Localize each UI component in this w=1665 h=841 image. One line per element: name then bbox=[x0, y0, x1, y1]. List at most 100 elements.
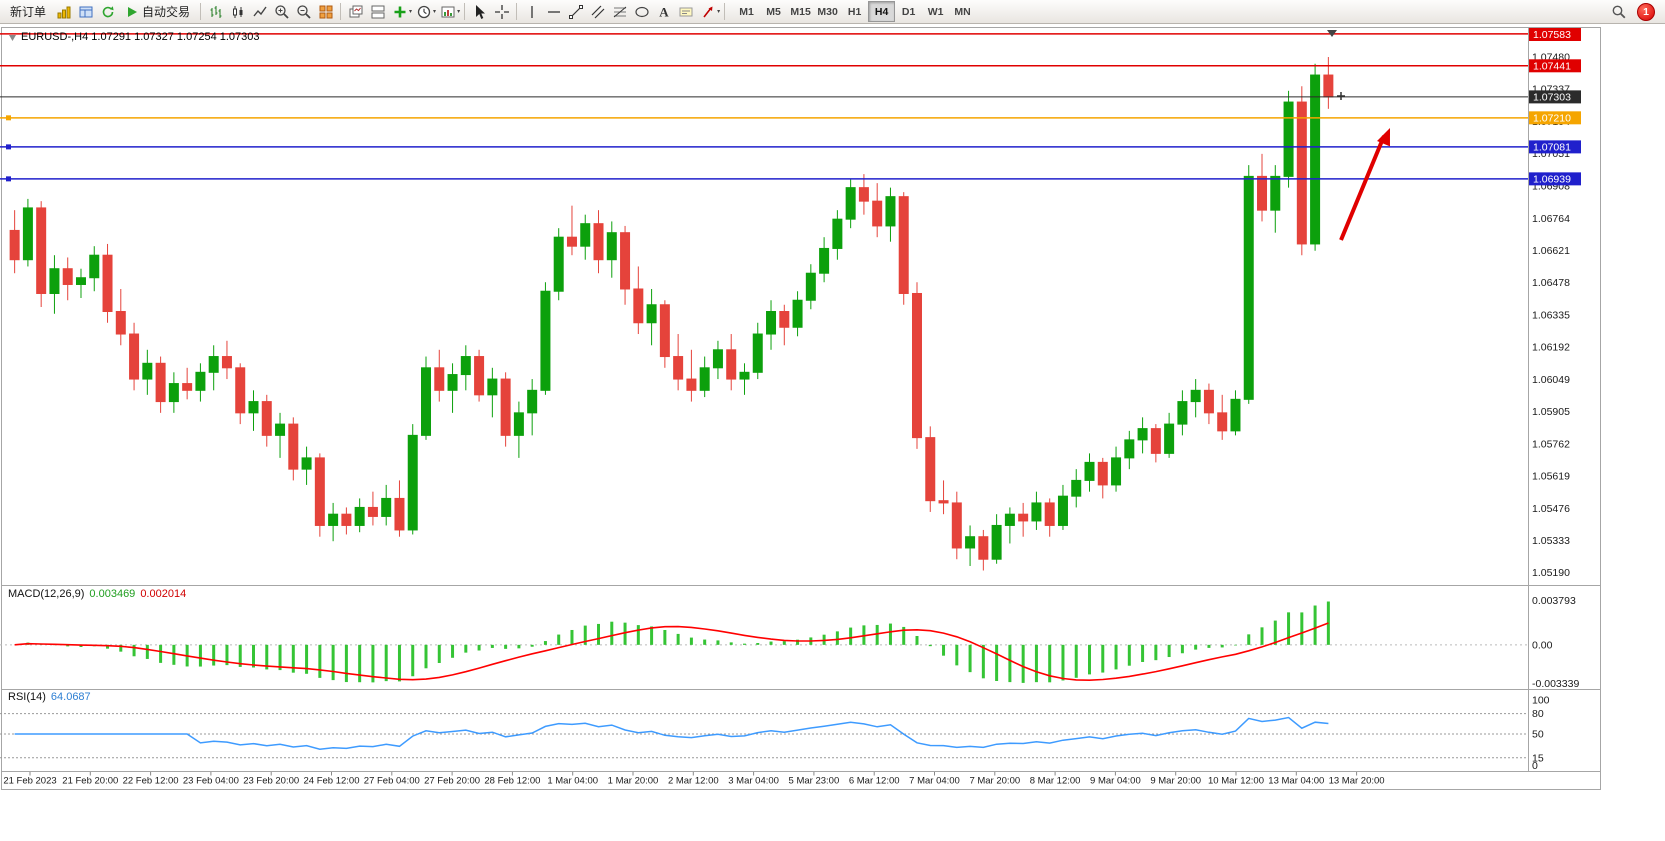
candle-body bbox=[1005, 514, 1014, 525]
candle-body bbox=[780, 312, 789, 328]
candle-body bbox=[767, 312, 776, 335]
text-icon[interactable]: A bbox=[653, 2, 674, 22]
cursor-icon[interactable] bbox=[469, 2, 490, 22]
line-chart-icon[interactable] bbox=[249, 2, 270, 22]
toolbar-separator bbox=[516, 3, 517, 20]
timeframe-button-M5[interactable]: M5 bbox=[760, 1, 787, 22]
candle-body bbox=[607, 233, 616, 260]
timeframe-button-MN[interactable]: MN bbox=[949, 1, 976, 22]
candle-body bbox=[501, 379, 510, 435]
timeframe-button-M15[interactable]: M15 bbox=[787, 1, 814, 22]
shapes-icon[interactable] bbox=[631, 2, 652, 22]
zoom-out-icon[interactable] bbox=[293, 2, 314, 22]
bar-chart-icon[interactable] bbox=[205, 2, 226, 22]
candle-body bbox=[1085, 462, 1094, 480]
arrows-dropdown-icon[interactable]: ▾ bbox=[717, 8, 720, 15]
candlestick-chart-icon[interactable] bbox=[227, 2, 248, 22]
trendline-icon[interactable] bbox=[565, 2, 586, 22]
rsi-axis-label: 80 bbox=[1532, 708, 1544, 720]
candle-body bbox=[63, 269, 72, 285]
candle-body bbox=[833, 219, 842, 248]
channel-icon[interactable] bbox=[587, 2, 608, 22]
price-line-handle[interactable] bbox=[6, 144, 11, 149]
auto-trading-button[interactable]: 自动交易 bbox=[119, 2, 196, 22]
candle-body bbox=[1284, 102, 1293, 176]
candle-body bbox=[475, 357, 484, 395]
candle-body bbox=[912, 293, 921, 437]
text-label-icon[interactable] bbox=[675, 2, 696, 22]
candle-body bbox=[329, 514, 338, 525]
time-axis-label: 7 Mar 04:00 bbox=[909, 776, 960, 787]
time-axis-label: 3 Mar 04:00 bbox=[728, 776, 779, 787]
new-chart-icon[interactable] bbox=[53, 2, 74, 22]
candle-body bbox=[196, 372, 205, 390]
timeframe-button-H4[interactable]: H4 bbox=[868, 1, 895, 22]
one-click-trading-icon[interactable] bbox=[8, 33, 17, 42]
indicators-dropdown-icon[interactable]: ▾ bbox=[409, 8, 412, 15]
time-axis-label: 13 Mar 20:00 bbox=[1329, 776, 1385, 787]
time-axis-label: 22 Feb 12:00 bbox=[123, 776, 179, 787]
candle-body bbox=[169, 384, 178, 402]
horizontal-line-icon[interactable] bbox=[543, 2, 564, 22]
templates-dropdown-icon[interactable]: ▾ bbox=[457, 8, 460, 15]
candle-body bbox=[23, 208, 32, 260]
tile-windows-icon[interactable] bbox=[315, 2, 336, 22]
candle-body bbox=[408, 435, 417, 530]
rsi-name: RSI(14) bbox=[8, 691, 46, 703]
price-axis-label: 1.06192 bbox=[1532, 342, 1570, 354]
candle-body bbox=[567, 237, 576, 246]
crosshair-icon[interactable] bbox=[491, 2, 512, 22]
candle-body bbox=[1045, 503, 1054, 526]
notification-badge[interactable]: 1 bbox=[1637, 3, 1655, 21]
candle-body bbox=[979, 537, 988, 560]
candle-body bbox=[541, 291, 550, 390]
timeframe-button-M30[interactable]: M30 bbox=[814, 1, 841, 22]
candle-body bbox=[581, 224, 590, 247]
price-badge-label: 1.07583 bbox=[1533, 29, 1571, 41]
svg-text:A: A bbox=[659, 4, 669, 19]
cascade-windows-icon[interactable] bbox=[345, 2, 366, 22]
time-axis-label: 21 Feb 2023 bbox=[3, 776, 56, 787]
timeframe-button-D1[interactable]: D1 bbox=[895, 1, 922, 22]
candle-body bbox=[926, 438, 935, 501]
candle-body bbox=[143, 363, 152, 379]
candle-body bbox=[1125, 440, 1134, 458]
templates-icon[interactable] bbox=[437, 2, 458, 22]
timeframe-button-M1[interactable]: M1 bbox=[733, 1, 760, 22]
timeframe-button-H1[interactable]: H1 bbox=[841, 1, 868, 22]
macd-axis-label: 0.003793 bbox=[1532, 595, 1576, 607]
timeframe-button-W1[interactable]: W1 bbox=[922, 1, 949, 22]
candle-body bbox=[1244, 176, 1253, 399]
price-axis-label: 1.06764 bbox=[1532, 213, 1570, 225]
price-line-handle[interactable] bbox=[6, 176, 11, 181]
candle-body bbox=[1218, 413, 1227, 431]
candle-body bbox=[846, 188, 855, 220]
candle-body bbox=[103, 255, 112, 311]
time-axis-label: 28 Feb 12:00 bbox=[484, 776, 540, 787]
price-badge-label: 1.07081 bbox=[1533, 141, 1571, 153]
price-badge-label: 1.07441 bbox=[1533, 60, 1571, 72]
price-line-handle[interactable] bbox=[6, 115, 11, 120]
arrow-tools-icon[interactable] bbox=[697, 2, 718, 22]
toolbar-separator bbox=[200, 3, 201, 20]
new-order-button[interactable]: 新订单 bbox=[4, 2, 52, 22]
candle-body bbox=[10, 230, 19, 259]
candle-body bbox=[382, 498, 391, 516]
zoom-in-icon[interactable] bbox=[271, 2, 292, 22]
navigator-icon[interactable] bbox=[97, 2, 118, 22]
indicators-icon[interactable] bbox=[389, 2, 410, 22]
periods-dropdown-icon[interactable]: ▾ bbox=[433, 8, 436, 15]
time-axis-label: 24 Feb 12:00 bbox=[304, 776, 360, 787]
price-axis-label: 1.06621 bbox=[1532, 245, 1570, 257]
macd-label: MACD(12,26,9)0.0034690.002014 bbox=[8, 588, 186, 600]
profiles-icon[interactable] bbox=[75, 2, 96, 22]
arrange-windows-icon[interactable] bbox=[367, 2, 388, 22]
periods-icon[interactable] bbox=[413, 2, 434, 22]
candle-body bbox=[1058, 496, 1067, 525]
fibonacci-icon[interactable] bbox=[609, 2, 630, 22]
time-axis-label: 23 Feb 20:00 bbox=[243, 776, 299, 787]
search-icon[interactable] bbox=[1608, 2, 1629, 22]
vertical-line-icon[interactable] bbox=[521, 2, 542, 22]
chart-canvas[interactable]: 1.074801.073371.071941.070511.069081.067… bbox=[0, 0, 1665, 841]
candle-body bbox=[1032, 503, 1041, 521]
